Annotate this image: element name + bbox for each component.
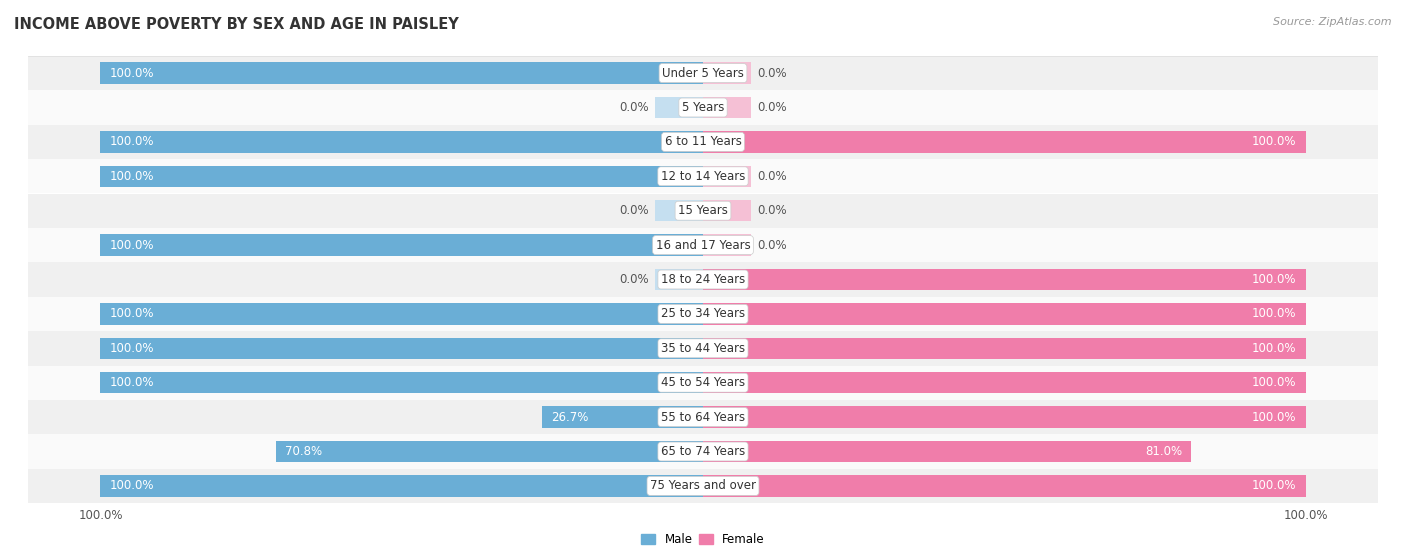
Text: 100.0%: 100.0% [1251, 273, 1296, 286]
Bar [703, 303, 1306, 325]
Bar [703, 372, 1306, 394]
Text: 0.0%: 0.0% [758, 101, 787, 114]
Bar [28, 434, 1378, 468]
Bar [100, 475, 703, 496]
Bar [28, 262, 1378, 297]
Text: 100.0%: 100.0% [1251, 342, 1296, 355]
Text: 100.0%: 100.0% [110, 67, 155, 79]
Text: Source: ZipAtlas.com: Source: ZipAtlas.com [1274, 17, 1392, 27]
Text: 45 to 54 Years: 45 to 54 Years [661, 376, 745, 389]
Bar [28, 193, 1378, 228]
Bar [28, 400, 1378, 434]
Text: 100.0%: 100.0% [110, 239, 155, 252]
Text: 100.0%: 100.0% [1251, 480, 1296, 492]
Text: 16 and 17 Years: 16 and 17 Years [655, 239, 751, 252]
Bar [28, 159, 1378, 193]
Bar [100, 131, 703, 153]
Bar [703, 338, 1306, 359]
Text: 100.0%: 100.0% [110, 376, 155, 389]
Legend: Male, Female: Male, Female [637, 528, 769, 551]
Bar [28, 228, 1378, 262]
Text: 18 to 24 Years: 18 to 24 Years [661, 273, 745, 286]
Text: 0.0%: 0.0% [619, 101, 648, 114]
Bar [703, 406, 1306, 428]
Bar [28, 468, 1378, 503]
Bar [655, 97, 703, 118]
Text: 100.0%: 100.0% [110, 170, 155, 183]
Text: 100.0%: 100.0% [110, 307, 155, 320]
Text: 5 Years: 5 Years [682, 101, 724, 114]
Text: 25 to 34 Years: 25 to 34 Years [661, 307, 745, 320]
Text: 55 to 64 Years: 55 to 64 Years [661, 411, 745, 424]
Bar [28, 331, 1378, 366]
Text: 65 to 74 Years: 65 to 74 Years [661, 445, 745, 458]
Text: 100.0%: 100.0% [110, 342, 155, 355]
Bar [28, 91, 1378, 125]
Text: INCOME ABOVE POVERTY BY SEX AND AGE IN PAISLEY: INCOME ABOVE POVERTY BY SEX AND AGE IN P… [14, 17, 458, 32]
Bar [28, 366, 1378, 400]
Bar [100, 165, 703, 187]
Text: 100.0%: 100.0% [1251, 411, 1296, 424]
Text: 0.0%: 0.0% [758, 204, 787, 217]
Bar [100, 234, 703, 256]
Text: Under 5 Years: Under 5 Years [662, 67, 744, 79]
Bar [28, 125, 1378, 159]
Text: 70.8%: 70.8% [285, 445, 322, 458]
Bar [703, 234, 751, 256]
Text: 100.0%: 100.0% [1251, 376, 1296, 389]
Bar [703, 165, 751, 187]
Bar [277, 441, 703, 462]
Text: 0.0%: 0.0% [758, 170, 787, 183]
Text: 12 to 14 Years: 12 to 14 Years [661, 170, 745, 183]
Bar [703, 441, 1191, 462]
Text: 6 to 11 Years: 6 to 11 Years [665, 135, 741, 148]
Text: 0.0%: 0.0% [758, 239, 787, 252]
Text: 0.0%: 0.0% [619, 204, 648, 217]
Text: 15 Years: 15 Years [678, 204, 728, 217]
Bar [100, 303, 703, 325]
Text: 100.0%: 100.0% [110, 480, 155, 492]
Bar [655, 269, 703, 290]
Text: 100.0%: 100.0% [1251, 135, 1296, 148]
Text: 26.7%: 26.7% [551, 411, 589, 424]
Bar [28, 297, 1378, 331]
Text: 0.0%: 0.0% [619, 273, 648, 286]
Bar [703, 200, 751, 221]
Bar [28, 56, 1378, 91]
Bar [100, 372, 703, 394]
Bar [703, 63, 751, 84]
Bar [655, 200, 703, 221]
Bar [703, 131, 1306, 153]
Bar [100, 63, 703, 84]
Text: 35 to 44 Years: 35 to 44 Years [661, 342, 745, 355]
Text: 75 Years and over: 75 Years and over [650, 480, 756, 492]
Bar [543, 406, 703, 428]
Text: 100.0%: 100.0% [1251, 307, 1296, 320]
Bar [703, 97, 751, 118]
Bar [703, 475, 1306, 496]
Bar [100, 338, 703, 359]
Bar [703, 269, 1306, 290]
Text: 81.0%: 81.0% [1144, 445, 1182, 458]
Text: 100.0%: 100.0% [110, 135, 155, 148]
Text: 0.0%: 0.0% [758, 67, 787, 79]
